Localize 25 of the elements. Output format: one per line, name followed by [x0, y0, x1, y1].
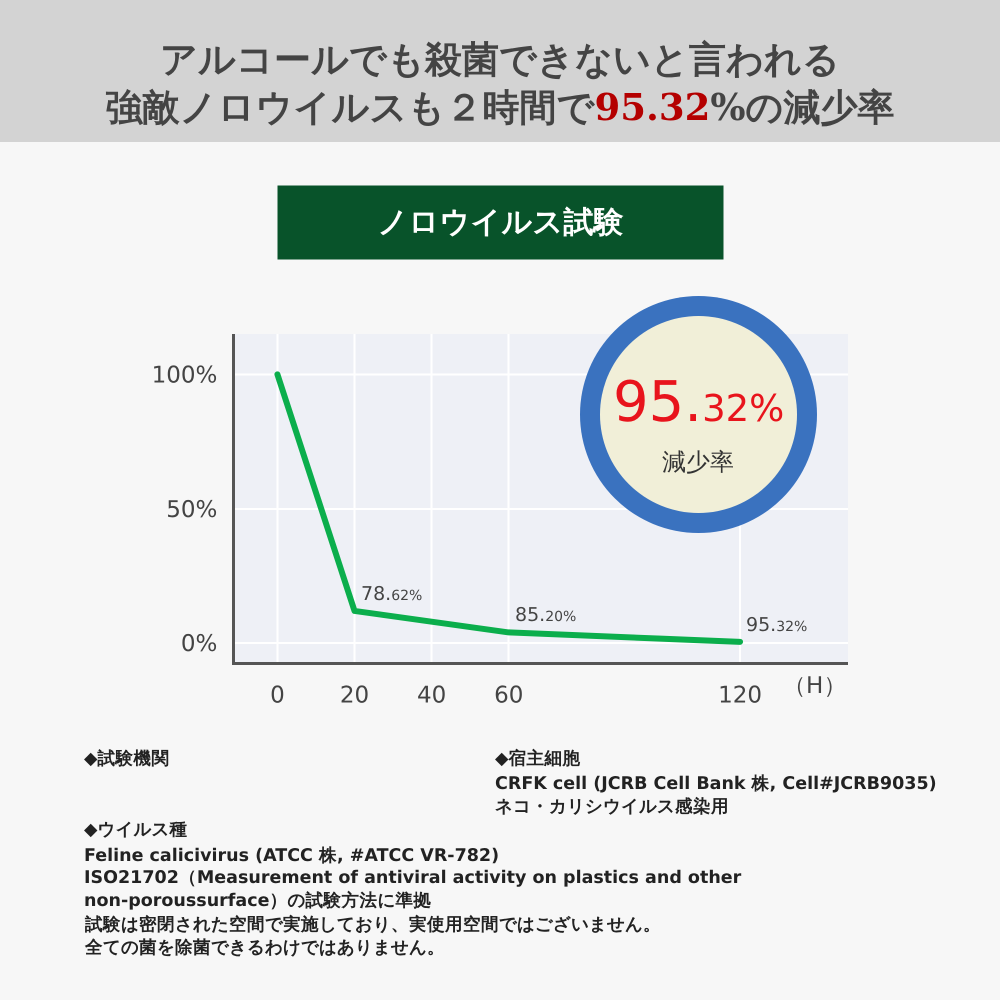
x-tick-label: 40	[416, 682, 446, 709]
text: ◆宿主細胞	[495, 748, 582, 769]
x-axis-title: （H）	[783, 673, 846, 699]
text: ネコ・カリシウイルス感染用	[495, 796, 729, 817]
x-tick-label: 0	[270, 682, 285, 709]
text: 全ての菌を除菌できるわけではありません。	[84, 937, 445, 958]
annotation: 95.32%	[746, 614, 808, 636]
annotation: 85.20%	[515, 604, 576, 626]
text: 試験は密閉された空間で実施しており、実使用空間ではございません。	[84, 914, 661, 935]
text: ◆ウイルス種	[84, 820, 188, 840]
y-tick-label: 0%	[180, 631, 218, 658]
x-tick-label: 60	[494, 682, 524, 709]
chart-subtitle: ノロウイルス試験	[378, 205, 624, 240]
y-tick-label: 50%	[166, 496, 218, 523]
annotation: 減少率	[662, 448, 734, 476]
annotation: 78.62%	[361, 583, 422, 605]
text: CRFK cell (JCRB Cell Bank 株, Cell#JCRB9035)	[495, 773, 937, 794]
y-tick-label: 100%	[152, 362, 218, 388]
x-tick-label: 20	[340, 682, 370, 709]
annotation: 95.32%	[613, 370, 784, 435]
x-tick-label: 120	[718, 682, 762, 709]
text: ISO21702（Measurement of antiviral activity on plastics and other non-poroussurface）の試験方法に準拠	[84, 868, 742, 911]
text: ◆試験機関	[84, 748, 170, 769]
chart-title: アルコールでも殺菌できないと言われる強敵ノロウイルスも２時間で95.32%の減少率	[105, 37, 895, 130]
text: Feline calicivirus (ATCC 株, #ATCC VR-782)	[84, 845, 500, 866]
